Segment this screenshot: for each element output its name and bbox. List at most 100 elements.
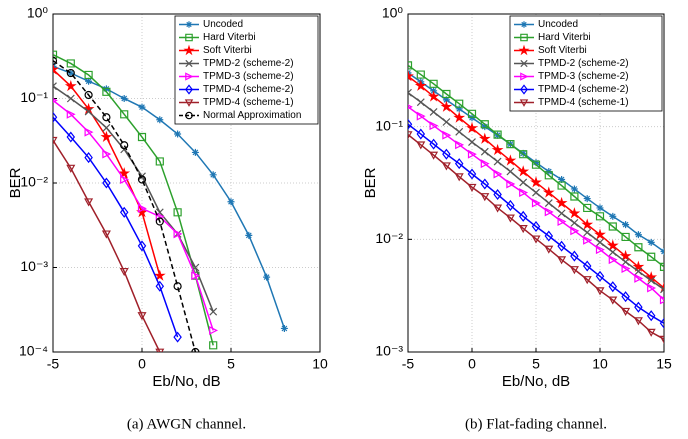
data-marker	[519, 188, 529, 198]
x-tick-label: 10	[312, 356, 328, 372]
data-marker	[659, 335, 664, 344]
data-marker	[659, 295, 664, 305]
data-marker	[53, 111, 58, 123]
data-marker	[558, 175, 566, 183]
data-marker	[532, 188, 540, 197]
data-marker	[506, 199, 515, 211]
y-tick-label: 10⁻²	[20, 174, 48, 190]
data-marker	[622, 221, 630, 229]
x-tick-label: 5	[227, 356, 235, 372]
data-marker	[532, 159, 540, 167]
series-line	[53, 60, 197, 352]
data-marker	[647, 283, 657, 293]
data-marker	[137, 175, 147, 184]
data-marker	[408, 61, 413, 70]
data-marker	[263, 273, 271, 281]
series-line	[53, 65, 286, 329]
data-marker	[454, 158, 464, 170]
data-marker	[480, 147, 489, 156]
data-marker	[659, 317, 664, 329]
data-marker	[102, 87, 111, 96]
data-marker	[608, 222, 617, 231]
data-marker	[102, 123, 111, 132]
data-marker	[466, 121, 478, 134]
data-marker	[583, 203, 592, 213]
data-marker	[621, 264, 631, 274]
series-line	[408, 106, 664, 301]
data-marker	[53, 136, 58, 146]
legend-marker	[185, 21, 193, 28]
data-marker	[53, 82, 57, 91]
data-marker	[155, 157, 164, 166]
data-marker	[84, 198, 94, 207]
legend-label: Hard Viterbi	[203, 32, 256, 43]
data-marker	[595, 212, 605, 221]
data-marker	[583, 195, 591, 203]
data-marker	[66, 164, 76, 173]
caption: (b) Flat-fading channel.	[465, 416, 607, 432]
data-marker	[173, 331, 182, 343]
series-group	[53, 50, 288, 352]
data-marker	[660, 285, 664, 294]
data-marker	[156, 116, 164, 124]
data-marker	[137, 203, 147, 213]
data-marker	[442, 130, 452, 140]
data-marker	[408, 131, 413, 140]
data-marker	[504, 154, 517, 166]
legend-label: TPMD-4 (scheme-1)	[203, 97, 294, 108]
data-marker	[429, 79, 438, 88]
y-tick-label: 10⁰	[27, 5, 49, 21]
data-marker	[416, 128, 426, 140]
legend-marker	[520, 72, 529, 81]
y-tick-label: 10⁻²	[375, 230, 403, 246]
series-line	[408, 123, 664, 324]
data-marker	[595, 245, 605, 255]
data-marker	[416, 141, 426, 150]
data-marker	[570, 226, 580, 236]
data-marker	[555, 196, 568, 209]
axes-frame	[407, 13, 665, 353]
legend-marker	[185, 59, 193, 68]
data-marker	[227, 198, 235, 206]
data-marker	[478, 132, 491, 144]
data-marker	[119, 267, 129, 277]
data-marker	[647, 238, 655, 246]
data-marker	[102, 149, 112, 159]
data-marker	[481, 123, 489, 131]
legend-marker	[185, 111, 193, 120]
data-marker	[480, 120, 489, 129]
data-marker	[467, 149, 477, 159]
data-marker	[531, 160, 541, 169]
data-marker	[429, 151, 439, 160]
data-marker	[531, 220, 541, 233]
data-marker	[66, 68, 75, 78]
x-tick-label: 5	[532, 356, 540, 372]
data-marker	[53, 56, 58, 65]
data-marker	[455, 140, 465, 150]
data-marker	[506, 140, 515, 149]
data-marker	[621, 232, 630, 242]
legend-marker	[518, 44, 530, 56]
data-marker	[480, 193, 490, 202]
data-marker	[634, 243, 643, 252]
data-marker	[137, 132, 147, 142]
data-marker	[138, 103, 146, 111]
data-marker	[84, 152, 93, 164]
data-marker	[209, 341, 218, 350]
data-marker	[82, 102, 95, 115]
data-marker	[442, 96, 450, 104]
legend-label: Normal Approximation	[203, 110, 301, 121]
data-marker	[280, 324, 288, 332]
data-marker	[467, 183, 477, 192]
legend-box	[509, 15, 663, 112]
data-marker	[209, 307, 218, 316]
data-marker	[120, 110, 129, 119]
series-line	[53, 99, 214, 331]
data-marker	[102, 177, 111, 189]
data-marker	[493, 130, 502, 139]
data-marker	[633, 317, 643, 326]
data-marker	[544, 207, 554, 217]
data-marker	[455, 105, 463, 113]
x-tick-label: -5	[47, 356, 60, 372]
